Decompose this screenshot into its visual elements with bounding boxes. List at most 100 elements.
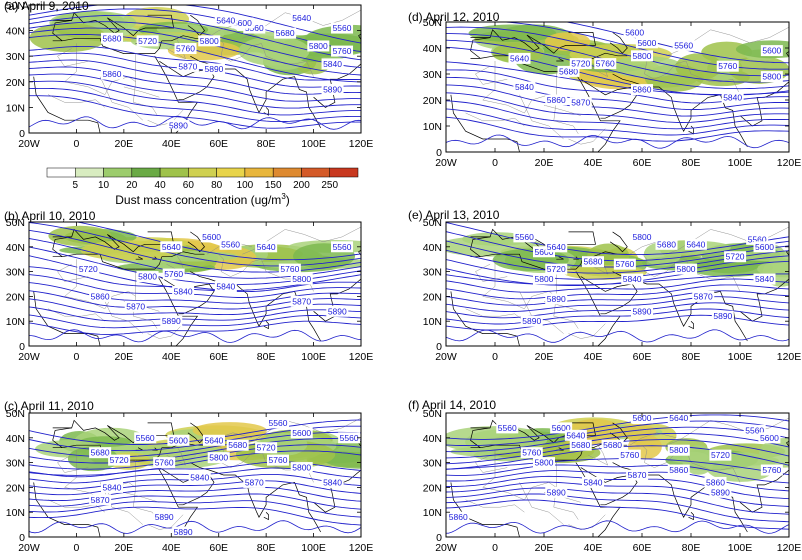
contour-label: 5800 bbox=[209, 453, 228, 463]
coastline bbox=[313, 33, 361, 108]
contour-label-bg bbox=[746, 233, 769, 245]
contour-label-bg bbox=[167, 119, 190, 131]
contour-label: 5840 bbox=[323, 477, 342, 487]
x-tick-label: 80E bbox=[257, 351, 276, 363]
contour-label: 5560 bbox=[221, 239, 240, 249]
contour-label-bg bbox=[255, 442, 278, 454]
contour-line bbox=[29, 419, 361, 445]
contour-label: 5860 bbox=[706, 477, 725, 487]
contour-label-bg bbox=[101, 32, 123, 44]
contour-label-bg bbox=[231, 17, 254, 29]
contour-label-bg bbox=[321, 476, 344, 488]
contour-line bbox=[446, 458, 789, 476]
contour-label-bg bbox=[172, 285, 195, 297]
contour-label: 5720 bbox=[547, 264, 566, 274]
x-tick-label: 20W bbox=[18, 138, 40, 150]
y-tick-label: 0 bbox=[436, 341, 442, 353]
panel-title: (b) April 10, 2010 bbox=[4, 209, 96, 223]
contour-line bbox=[446, 278, 789, 293]
x-tick-label: 60E bbox=[209, 542, 228, 554]
contour-line bbox=[446, 499, 789, 530]
country-border bbox=[47, 499, 106, 513]
country-border bbox=[218, 38, 262, 62]
contour-label: 5560 bbox=[333, 242, 352, 252]
colorbar-tick-label: 80 bbox=[211, 180, 223, 191]
x-tick-label: 120E bbox=[349, 351, 374, 363]
contour-line bbox=[29, 80, 361, 116]
contour-line bbox=[75, 222, 361, 261]
coastline bbox=[152, 447, 158, 451]
panel-title: (e) April 13, 2010 bbox=[408, 208, 500, 222]
contour-label: 5840 bbox=[174, 286, 193, 296]
dust-blob bbox=[701, 259, 759, 274]
contour-label: 5680 bbox=[276, 28, 295, 38]
contour-label-bg bbox=[569, 97, 592, 109]
contour-label: 5680 bbox=[657, 239, 676, 249]
coastline bbox=[52, 12, 175, 37]
colorbar-swatch bbox=[329, 167, 359, 178]
country-border bbox=[641, 254, 687, 277]
country-border bbox=[242, 417, 361, 446]
coastline bbox=[52, 253, 163, 270]
colorbar-tick-label: 250 bbox=[321, 180, 338, 191]
colorbar-swatch bbox=[188, 167, 217, 178]
contour-line bbox=[446, 432, 789, 459]
contour-label-bg bbox=[153, 457, 176, 469]
contour-label: 5760 bbox=[164, 269, 183, 279]
contour-label: 5860 bbox=[91, 291, 110, 301]
coastline bbox=[161, 251, 205, 258]
contour-label: 5840 bbox=[216, 281, 235, 291]
coastline bbox=[609, 231, 628, 253]
panel-title: (d) April 12, 2010 bbox=[408, 10, 500, 24]
country-border bbox=[147, 323, 184, 339]
contour-label: 5800 bbox=[762, 72, 781, 82]
x-tick-label: 0 bbox=[74, 351, 80, 363]
contour-label-bg bbox=[167, 434, 190, 446]
colorbar-swatch bbox=[131, 167, 161, 178]
y-tick-label: 40N bbox=[423, 43, 442, 55]
contour-label: 5640 bbox=[669, 413, 688, 423]
contour-label: 5600 bbox=[633, 413, 652, 423]
contour-label-bg bbox=[623, 26, 646, 38]
contour-label: 5860 bbox=[547, 95, 566, 105]
contour-label-bg bbox=[675, 263, 698, 275]
coastline bbox=[33, 76, 101, 133]
y-tick-label: 30N bbox=[423, 267, 442, 279]
coastline bbox=[450, 94, 520, 152]
colorbar-tick-label: 10 bbox=[98, 180, 110, 191]
contour-label-bg bbox=[214, 14, 237, 26]
contour-line bbox=[29, 314, 361, 329]
y-tick-label: 30N bbox=[6, 51, 25, 63]
y-tick-label: 20N bbox=[423, 291, 442, 303]
x-tick-label: 100E bbox=[728, 351, 753, 363]
coastline bbox=[739, 249, 789, 322]
coastline bbox=[161, 35, 205, 42]
colorbar-swatch bbox=[159, 167, 189, 178]
contour-label-bg bbox=[724, 251, 747, 263]
contour-line bbox=[446, 108, 789, 136]
country-border bbox=[57, 455, 89, 473]
x-tick-label: 0 bbox=[492, 542, 498, 554]
y-tick-label: 40N bbox=[6, 242, 25, 254]
country-border bbox=[57, 48, 89, 67]
height-contours bbox=[29, 5, 361, 130]
contour-label-bg bbox=[753, 273, 776, 285]
coastline bbox=[609, 32, 628, 54]
contour-label-bg bbox=[226, 439, 249, 451]
contour-label: 5760 bbox=[176, 44, 195, 54]
contour-line bbox=[446, 308, 789, 325]
coastline bbox=[100, 132, 101, 133]
country-border bbox=[465, 112, 525, 127]
country-border bbox=[553, 460, 579, 520]
contour-line bbox=[29, 320, 361, 335]
contour-label: 5860 bbox=[103, 69, 122, 79]
contour-label-bg bbox=[267, 454, 289, 466]
contour-line bbox=[29, 500, 361, 518]
map-frame bbox=[28, 412, 362, 538]
country-border bbox=[519, 94, 564, 140]
contour-label: 5890 bbox=[633, 306, 652, 316]
contour-label: 5600 bbox=[625, 27, 644, 37]
map-frame bbox=[28, 4, 362, 134]
country-border bbox=[123, 492, 160, 503]
